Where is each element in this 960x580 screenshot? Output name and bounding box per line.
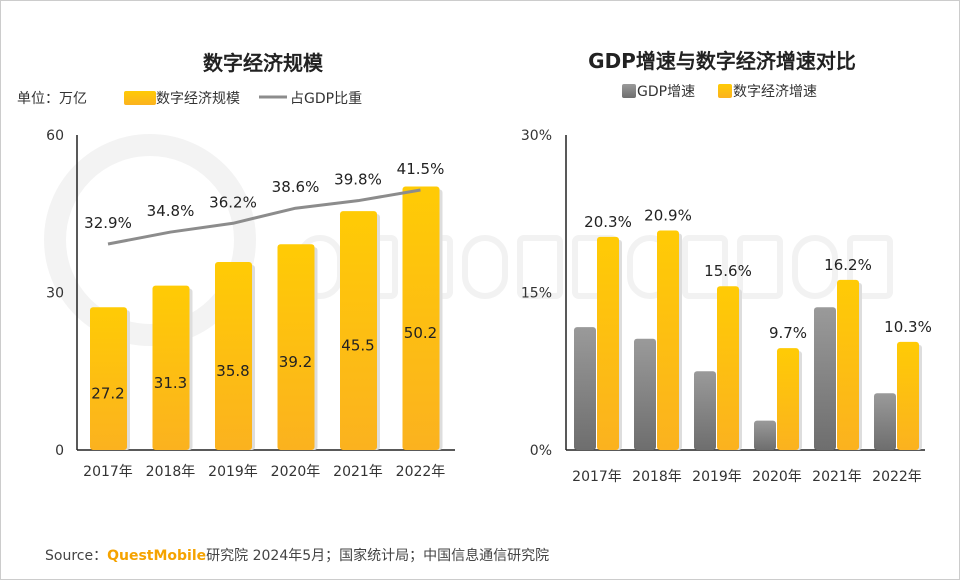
line-value-label: 38.6% [272, 178, 320, 196]
x-tick-label: 2022年 [396, 464, 446, 480]
bar-digital-growth [837, 279, 859, 450]
bar-digital-growth [717, 286, 739, 450]
x-tick-label: 2019年 [692, 469, 742, 485]
legend-gdp-share: 占GDP比重 [290, 91, 362, 107]
x-tick-label: 2022年 [872, 469, 922, 485]
bar-digital-economy [215, 262, 252, 450]
watermark-letter-shape [792, 235, 838, 299]
source-brand: QuestMobile [107, 548, 207, 564]
bar-gdp-growth [694, 371, 716, 450]
bar-value-label: 45.5 [341, 337, 374, 355]
line-gdp-share [107, 188, 421, 246]
legend-digital-growth: 数字经济增速 [733, 84, 817, 100]
bar-digital-growth [897, 341, 919, 450]
y-tick-label: 0 [55, 443, 64, 459]
y-tick-label: 30% [521, 128, 552, 144]
bar-digital-economy [277, 244, 315, 450]
line-value-label: 36.2% [209, 193, 257, 211]
bar-value-label: 10.3% [884, 318, 932, 336]
bar-digital-economy [90, 307, 127, 450]
bar-digital-economy [402, 186, 440, 450]
y-tick-label: 0% [530, 443, 552, 459]
y-tick-label: 60 [46, 128, 64, 144]
x-tick-label: 2017年 [83, 464, 133, 480]
left-chart-title: 数字经济规模 [203, 51, 324, 75]
line-value-label: 34.8% [147, 202, 195, 220]
watermark-letter-shape [847, 235, 893, 299]
bar-digital-growth [777, 348, 799, 450]
bar-digital-economy [340, 211, 377, 450]
bar-value-label: 9.7% [769, 324, 807, 342]
legend-swatch-digital-growth [718, 84, 732, 98]
source-text: 研究院 2024年5月；国家统计局；中国信息通信研究院 [206, 548, 550, 564]
legend-swatch-digital-economy [124, 91, 156, 105]
bar-value-label: 39.2 [279, 353, 312, 371]
source-note: Source：QuestMobile研究院 2024年5月；国家统计局；中国信息… [45, 545, 549, 565]
legend-gdp-growth: GDP增速 [637, 84, 695, 100]
watermark-lettering-graphic [297, 235, 893, 299]
watermark-letter-shape [517, 235, 563, 299]
bar-gdp-growth [814, 307, 836, 450]
bar-digital-growth [657, 230, 679, 450]
x-tick-label: 2017年 [572, 469, 622, 485]
bar-value-label: 31.3 [154, 374, 187, 392]
bar-value-label: 35.8 [216, 362, 249, 380]
line-value-label: 32.9% [84, 214, 132, 232]
x-tick-label: 2018年 [146, 464, 196, 480]
right-chart-title: GDP增速与数字经济增速对比 [588, 49, 856, 73]
bar-value-label: 20.9% [644, 207, 692, 225]
unit-label: 单位：万亿 [17, 91, 87, 107]
x-tick-label: 2019年 [208, 464, 258, 480]
bar-value-label: 50.2 [404, 324, 437, 342]
watermark-letter-shape [682, 235, 728, 299]
bar-value-label: 27.2 [91, 385, 124, 403]
bar-gdp-growth [874, 393, 896, 450]
legend-swatch-gdp-growth [622, 84, 636, 98]
bar-gdp-growth [634, 338, 656, 450]
bar-digital-growth [597, 236, 619, 450]
legend-digital-economy: 数字经济规模 [156, 91, 240, 107]
bar-gdp-growth [574, 327, 596, 450]
y-tick-label: 30 [46, 286, 64, 302]
x-tick-label: 2021年 [333, 464, 383, 480]
bar-value-label: 16.2% [824, 256, 872, 274]
watermark-letter-shape [462, 235, 508, 299]
bar-value-label: 20.3% [584, 213, 632, 231]
line-value-label: 41.5% [397, 160, 445, 178]
bar-value-label: 15.6% [704, 262, 752, 280]
x-tick-label: 2018年 [632, 469, 682, 485]
y-tick-label: 15% [521, 286, 552, 302]
x-tick-label: 2020年 [271, 464, 321, 480]
x-tick-label: 2021年 [812, 469, 862, 485]
line-value-label: 39.8% [334, 171, 382, 189]
bar-digital-economy [152, 285, 190, 450]
source-prefix: Source： [45, 548, 108, 564]
x-tick-label: 2020年 [752, 469, 802, 485]
watermark-letter-shape [737, 235, 783, 299]
bar-gdp-growth [754, 420, 776, 450]
